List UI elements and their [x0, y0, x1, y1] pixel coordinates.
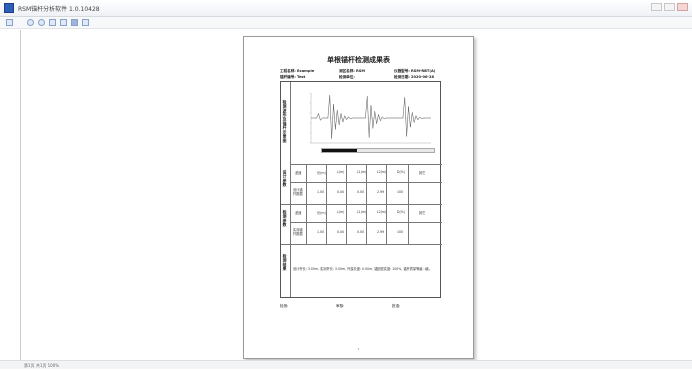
section-waveform-label: 检测波形及锚杆示意图	[283, 100, 288, 143]
table-header-cell: 长(m)	[317, 211, 326, 215]
signature-approver: 批准:	[392, 304, 401, 308]
section-measured-label: 检测参数	[283, 210, 288, 228]
table-column-rule	[366, 204, 367, 244]
table-header-cell: D(%)	[397, 170, 405, 174]
meta-site-value: RSM	[355, 69, 365, 73]
table-header-cell: L2(m)	[377, 170, 387, 174]
meta-anchor: 锚杆编号: Test	[280, 75, 305, 80]
workspace-divider	[20, 30, 21, 360]
meta-unit-label: 检测单位:	[339, 75, 355, 79]
meta-project-label: 工程名称:	[280, 69, 296, 73]
table-column-rule	[346, 204, 347, 244]
table-header-cell: L(m)	[337, 170, 345, 174]
meta-date: 检测日期: 2020-06-28	[394, 75, 434, 80]
table-row-label: 实测锚杆数据	[293, 228, 303, 236]
meta-project-value: Example	[296, 69, 315, 73]
table-header-cell: 波速	[295, 171, 302, 175]
table-header-cell: 其它	[419, 211, 426, 215]
table-header-cell: L1(m)	[357, 210, 367, 214]
window-title: RSM锚杆分析软件 1.0.10428	[18, 5, 100, 13]
meta-instrument: 仪器型号: RSM-RBT(A)	[394, 69, 435, 74]
table-value-cell: 0.00	[357, 230, 365, 234]
anchor-diagram-fill	[322, 149, 357, 152]
waveform-chart	[309, 92, 431, 144]
report-table: 检测波形及锚杆示意图 设计参数 波速 长(m) L(m) L1(m) L2(m) D(%)…	[280, 81, 442, 298]
table-header-cell: L2(m)	[377, 210, 387, 214]
meta-anchor-value: Test	[296, 75, 306, 79]
table-column-rule	[366, 164, 367, 204]
table-column-rule	[408, 204, 409, 244]
print-icon[interactable]	[6, 19, 13, 26]
page-number: 1	[357, 347, 360, 351]
meta-instrument-value: RSM-RBT(A)	[410, 69, 436, 73]
meta-date-value: 2020-06-28	[410, 75, 434, 79]
fit-page-icon[interactable]	[49, 19, 56, 26]
window-titlebar: RSM锚杆分析软件 1.0.10428	[0, 0, 692, 17]
table-header-cell: 波速	[295, 211, 302, 215]
table-value-cell: 1.00	[317, 190, 325, 194]
waveform-series-line	[311, 94, 431, 139]
table-column-rule	[346, 164, 347, 204]
table-row-label: 设计锚杆数据	[293, 188, 303, 196]
toolbar	[0, 17, 692, 29]
anchor-diagram-track	[321, 148, 435, 153]
table-value-cell: 100	[397, 190, 404, 194]
zoom-out-icon[interactable]	[38, 19, 45, 26]
table-column-rule	[326, 164, 327, 204]
table-header-cell: 其它	[419, 171, 426, 175]
meta-site-label: 测区名称:	[339, 69, 355, 73]
close-button[interactable]	[677, 3, 688, 11]
table-column-rule	[306, 204, 307, 244]
report-title: 单根锚杆检测成果表	[327, 56, 390, 64]
minimize-button[interactable]	[651, 3, 662, 11]
table-header-cell: 长(m)	[317, 171, 326, 175]
signature-reviewer: 审核:	[336, 304, 345, 308]
table-column-rule	[386, 204, 387, 244]
conclusion-text: 设计杆长: 3.00m, 实测杆长: 3.00m, 外露长度: 0.00m, 锚…	[293, 267, 432, 271]
meta-project: 工程名称: Example	[280, 69, 314, 74]
section-rule-3	[281, 244, 442, 245]
table-column-rule	[408, 164, 409, 204]
meta-site: 测区名称: RSM	[339, 69, 365, 74]
waveform-ticks	[309, 92, 311, 144]
statusbar: 第1页 共1页 100%	[0, 360, 692, 369]
meta-instrument-label: 仪器型号:	[394, 69, 410, 73]
section-design-label: 设计参数	[283, 170, 288, 188]
app-icon	[4, 3, 14, 13]
table-header-cell: L(m)	[337, 210, 345, 214]
table-column-rule	[306, 164, 307, 204]
window-controls	[651, 3, 688, 11]
maximize-button[interactable]	[664, 3, 675, 11]
table-value-cell: 2.99	[377, 190, 385, 194]
section-conclusion-label: 检测结果	[283, 254, 288, 272]
signature-tester: 检测:	[280, 304, 289, 308]
zoom-in-icon[interactable]	[27, 19, 34, 26]
table-value-cell: 0.00	[337, 190, 345, 194]
single-page-icon[interactable]	[71, 19, 78, 26]
table-value-cell: 0.00	[337, 230, 345, 234]
meta-anchor-label: 锚杆编号:	[280, 75, 296, 79]
section-rule-2	[281, 204, 442, 205]
table-column-rule	[386, 164, 387, 204]
meta-date-label: 检测日期:	[394, 75, 410, 79]
table-value-cell: 1.00	[317, 230, 325, 234]
table-column-rule	[326, 204, 327, 244]
table-value-cell: 0.00	[357, 190, 365, 194]
table-header-cell: L1(m)	[357, 170, 367, 174]
fit-width-icon[interactable]	[60, 19, 67, 26]
meta-unit: 检测单位:	[339, 75, 355, 80]
multi-page-icon[interactable]	[82, 19, 89, 26]
label-column-rule	[290, 82, 291, 297]
table-header-cell: D(%)	[397, 210, 405, 214]
table-value-cell: 100	[397, 230, 404, 234]
table-value-cell: 2.99	[377, 230, 385, 234]
report-page: 单根锚杆检测成果表 工程名称: Example 测区名称: RSM 仪器型号: …	[243, 36, 474, 359]
